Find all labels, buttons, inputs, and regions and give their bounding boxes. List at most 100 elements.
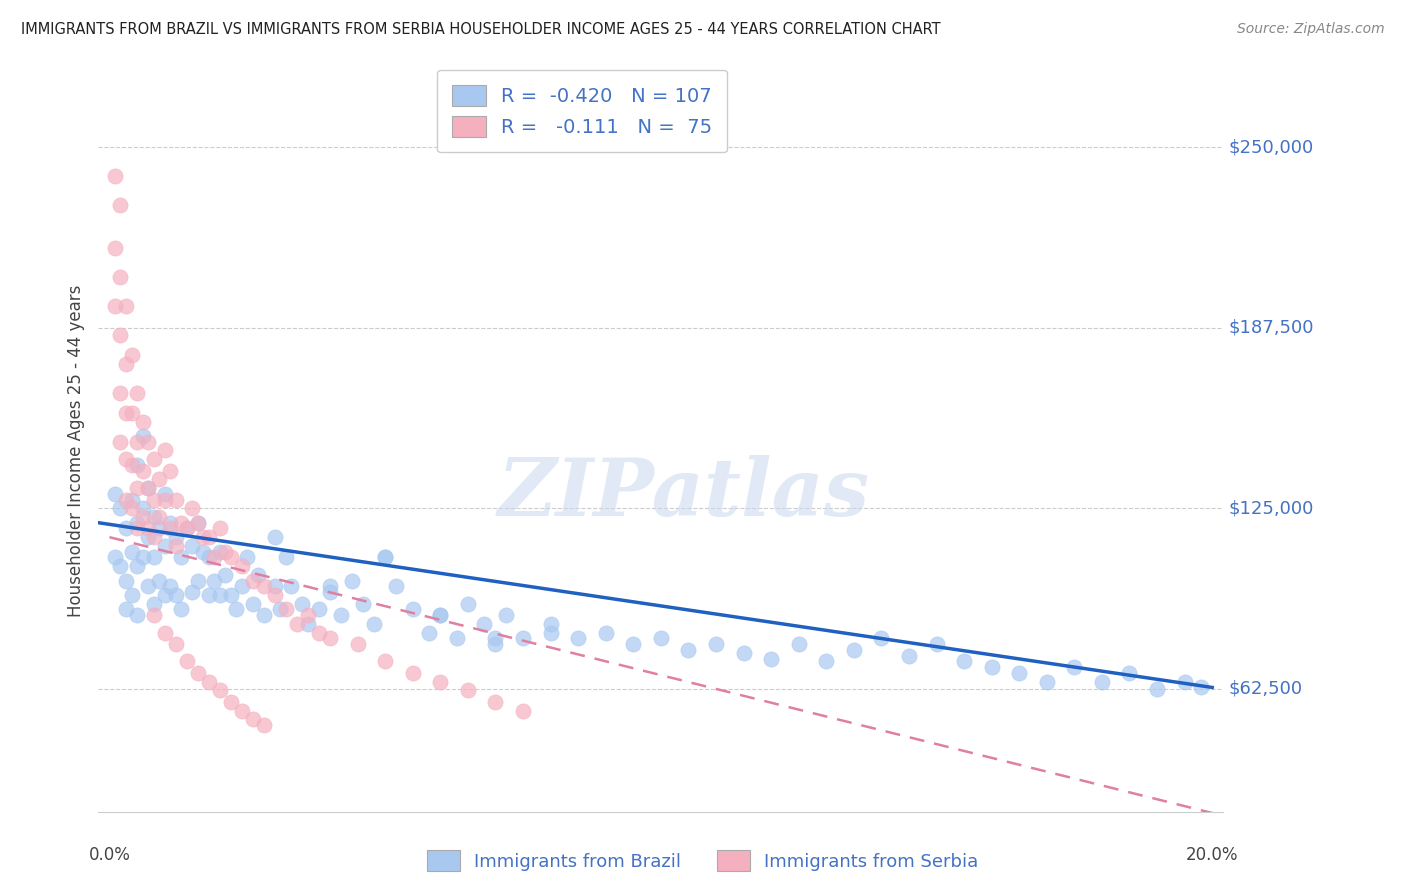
- Point: [104, 241, 127, 255]
- Point: [759, 651, 782, 665]
- Point: [897, 648, 920, 663]
- Point: [136, 521, 159, 535]
- Point: [253, 579, 276, 593]
- Point: [148, 574, 170, 588]
- Point: [263, 588, 285, 602]
- Point: [176, 655, 198, 669]
- Point: [110, 559, 132, 574]
- Point: [131, 550, 153, 565]
- Text: $250,000: $250,000: [1229, 138, 1315, 156]
- Point: [125, 516, 148, 530]
- Point: [170, 516, 193, 530]
- Text: $62,500: $62,500: [1229, 680, 1303, 698]
- Point: [115, 406, 138, 420]
- Point: [125, 481, 148, 495]
- Point: [131, 501, 153, 516]
- Point: [225, 602, 247, 616]
- Point: [142, 452, 165, 467]
- Point: [165, 539, 187, 553]
- Point: [429, 608, 451, 623]
- Text: ZIPatlas: ZIPatlas: [498, 455, 869, 533]
- Point: [202, 550, 225, 565]
- Point: [1036, 674, 1059, 689]
- Point: [115, 602, 138, 616]
- Point: [219, 550, 242, 565]
- Point: [512, 704, 534, 718]
- Point: [925, 637, 948, 651]
- Point: [136, 530, 159, 544]
- Point: [385, 579, 408, 593]
- Point: [125, 608, 148, 623]
- Point: [253, 718, 276, 732]
- Point: [121, 544, 143, 558]
- Point: [704, 637, 727, 651]
- Point: [153, 539, 176, 553]
- Point: [136, 481, 159, 495]
- Point: [153, 625, 176, 640]
- Point: [484, 695, 506, 709]
- Point: [678, 643, 700, 657]
- Point: [104, 299, 127, 313]
- Point: [115, 521, 138, 535]
- Point: [197, 674, 219, 689]
- Point: [418, 625, 440, 640]
- Point: [208, 683, 231, 698]
- Point: [187, 516, 209, 530]
- Point: [280, 579, 302, 593]
- Point: [110, 501, 132, 516]
- Point: [787, 637, 810, 651]
- Point: [363, 616, 385, 631]
- Point: [148, 472, 170, 486]
- Point: [165, 492, 187, 507]
- Point: [187, 574, 209, 588]
- Point: [231, 704, 253, 718]
- Point: [142, 550, 165, 565]
- Point: [346, 637, 368, 651]
- Point: [236, 550, 259, 565]
- Point: [247, 567, 270, 582]
- Point: [231, 559, 253, 574]
- Point: [181, 501, 204, 516]
- Point: [153, 492, 176, 507]
- Point: [274, 550, 297, 565]
- Point: [457, 597, 479, 611]
- Point: [131, 415, 153, 429]
- Point: [208, 544, 231, 558]
- Point: [374, 655, 396, 669]
- Point: [104, 550, 127, 565]
- Point: [125, 559, 148, 574]
- Point: [253, 608, 276, 623]
- Point: [340, 574, 363, 588]
- Point: [291, 597, 314, 611]
- Point: [136, 481, 159, 495]
- Point: [446, 632, 468, 646]
- Point: [1189, 681, 1212, 695]
- Point: [142, 492, 165, 507]
- Point: [115, 492, 138, 507]
- Point: [219, 695, 242, 709]
- Point: [153, 487, 176, 501]
- Point: [263, 530, 285, 544]
- Point: [512, 632, 534, 646]
- Point: [870, 632, 893, 646]
- Point: [242, 712, 264, 726]
- Point: [170, 602, 193, 616]
- Point: [181, 585, 204, 599]
- Point: [214, 544, 236, 558]
- Point: [733, 646, 755, 660]
- Point: [208, 588, 231, 602]
- Point: [193, 544, 215, 558]
- Point: [595, 625, 617, 640]
- Point: [142, 608, 165, 623]
- Point: [136, 434, 159, 449]
- Y-axis label: Householder Income Ages 25 - 44 years: Householder Income Ages 25 - 44 years: [66, 285, 84, 616]
- Point: [136, 579, 159, 593]
- Point: [110, 327, 132, 342]
- Text: Source: ZipAtlas.com: Source: ZipAtlas.com: [1237, 22, 1385, 37]
- Point: [197, 530, 219, 544]
- Point: [402, 665, 425, 680]
- Point: [567, 632, 589, 646]
- Point: [374, 550, 396, 565]
- Point: [121, 492, 143, 507]
- Point: [115, 357, 138, 371]
